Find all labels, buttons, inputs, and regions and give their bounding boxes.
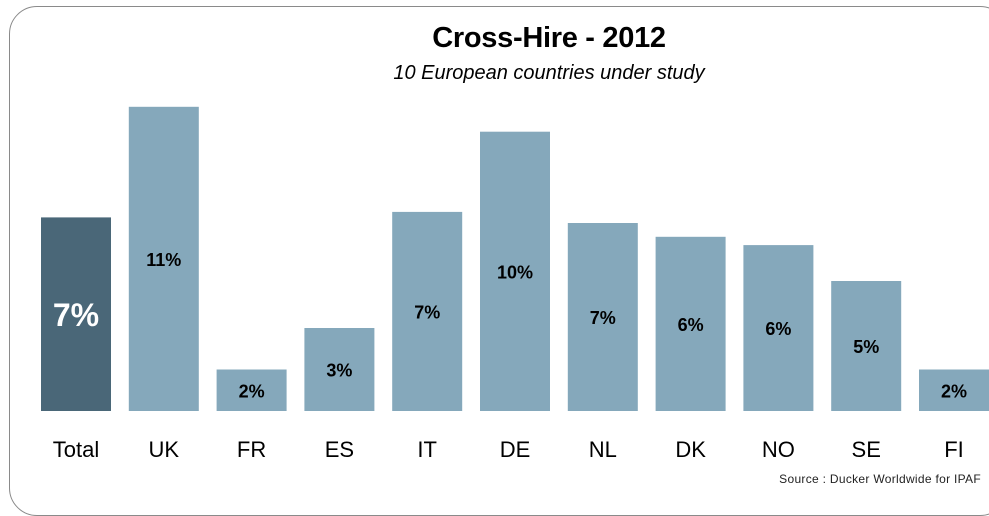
x-tick-de: DE (500, 437, 531, 462)
bar-fi (919, 369, 989, 411)
chart-title: Cross-Hire - 2012 (432, 22, 666, 54)
data-label-fr: 2% (239, 381, 265, 401)
data-label-it: 7% (414, 303, 440, 323)
data-label-total: 7% (53, 297, 99, 333)
x-tick-fr: FR (237, 437, 266, 462)
data-label-fi: 2% (941, 381, 967, 401)
x-tick-dk: DK (675, 437, 706, 462)
chart-subtitle: 10 European countries under study (393, 62, 705, 84)
x-tick-nl: NL (589, 437, 617, 462)
bar-no (743, 245, 814, 411)
bar-nl (567, 223, 638, 411)
source-note: Source : Ducker Worldwide for IPAF (779, 472, 981, 486)
x-tick-total: Total (53, 437, 99, 462)
x-tick-fi: FI (944, 437, 964, 462)
bar-total (41, 217, 111, 411)
x-tick-uk: UK (149, 437, 180, 462)
data-label-no: 6% (765, 319, 791, 339)
data-label-dk: 6% (678, 315, 704, 335)
data-label-de: 10% (497, 262, 533, 282)
bar-chart: 7% Total 11% UK 2% FR 3% ES 7% IT 10% DE 7% NL 6% DK 6% N… (41, 106, 989, 462)
bar-fr (216, 369, 287, 411)
bar-it (392, 211, 463, 411)
data-label-es: 3% (326, 361, 352, 381)
bar-dk (655, 236, 726, 411)
x-tick-no: NO (762, 437, 795, 462)
x-tick-es: ES (325, 437, 354, 462)
data-label-se: 5% (853, 337, 879, 357)
x-tick-se: SE (852, 437, 881, 462)
bar-de (480, 131, 550, 411)
bar-uk (128, 106, 199, 412)
bar-se (831, 281, 902, 411)
bar-es (304, 328, 375, 411)
data-label-nl: 7% (590, 308, 616, 328)
x-tick-it: IT (417, 437, 437, 462)
data-label-uk: 11% (146, 250, 181, 270)
